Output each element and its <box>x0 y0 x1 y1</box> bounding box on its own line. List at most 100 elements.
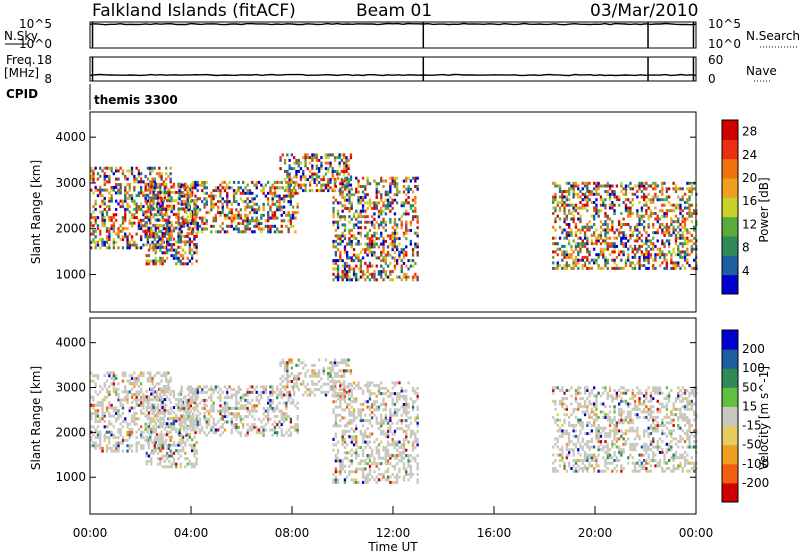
power-cell-1121 <box>260 183 263 187</box>
power-cell-2345 <box>590 225 593 229</box>
power-cell-1960 <box>396 185 399 188</box>
velocity-cell-1713 <box>371 454 374 457</box>
velocity-cell-1773 <box>380 440 383 444</box>
power-cell-894 <box>201 216 204 220</box>
velocity-cell-1466 <box>334 386 337 390</box>
velocity-cell-22 <box>92 374 95 378</box>
power-cell-2051 <box>411 209 415 213</box>
power-cell-59 <box>99 174 102 178</box>
velocity-cell-962 <box>221 417 224 421</box>
velocity-cell-254 <box>133 417 136 421</box>
power-cell-766 <box>191 232 194 236</box>
power-cell-1606 <box>348 198 351 202</box>
power-cell-1497 <box>336 275 340 279</box>
velocity-cell-638 <box>172 443 176 447</box>
power-cell-2107 <box>554 206 557 210</box>
velocity-cell-1667 <box>364 413 367 417</box>
power-cell-436 <box>162 199 165 203</box>
velocity-cell-1289 <box>295 363 298 367</box>
velocity-cell-1334 <box>315 372 318 375</box>
velocity-cell-1577 <box>352 480 356 484</box>
velocity-cell-1834 <box>386 421 390 425</box>
power-cell-1029 <box>237 211 240 215</box>
power-cell-1412 <box>333 189 337 193</box>
velocity-cell-849 <box>192 398 195 402</box>
power-cell-1696 <box>361 248 365 252</box>
power-cell-2250 <box>577 253 580 257</box>
velocity-cell-497 <box>147 422 151 426</box>
power-cell-1458 <box>347 158 350 162</box>
power-cell-1100 <box>255 216 258 220</box>
velocity-cell-1659 <box>364 462 367 466</box>
power-cell-776 <box>191 188 194 192</box>
power-cell-1535 <box>341 264 344 268</box>
velocity-cell-30 <box>94 417 97 421</box>
power-cell-2770 <box>658 217 662 221</box>
power-cell-2330 <box>588 261 591 265</box>
velocity-cell-1887 <box>393 381 397 385</box>
velocity-cell-726 <box>188 443 191 447</box>
velocity-cell-425 <box>162 420 165 423</box>
velocity-cell-1683 <box>366 400 369 404</box>
power-cell-454 <box>167 240 170 244</box>
power-cell-2455 <box>606 214 609 218</box>
power-cell-2234 <box>574 247 578 251</box>
power-cell-2418 <box>602 223 605 226</box>
velocity-cell-1548 <box>348 429 351 433</box>
velocity-cell-1030 <box>239 433 242 437</box>
power-cell-248 <box>130 169 134 173</box>
power-cell-2892 <box>679 250 682 254</box>
power-cell-130 <box>110 188 113 192</box>
velocity-cell-205 <box>124 390 127 394</box>
power-cell-1142 <box>267 200 270 204</box>
velocity-cell-722 <box>186 400 189 404</box>
velocity-cell-1017 <box>235 398 238 402</box>
velocity-cell-1454 <box>334 443 337 447</box>
power-cell-1850 <box>382 237 385 241</box>
power-cell-2815 <box>665 214 668 218</box>
power-cell-1955 <box>396 223 399 227</box>
power-cell-222 <box>126 169 129 173</box>
velocity-cell-1565 <box>350 435 353 439</box>
velocity-cell-993 <box>230 423 233 427</box>
power-cell-795 <box>195 248 198 252</box>
velocity-cell-1164 <box>273 390 277 394</box>
velocity-cell-1794 <box>382 408 385 412</box>
velocity-cell-954 <box>219 404 222 408</box>
velocity-cell-214 <box>126 430 129 434</box>
velocity-cell-1359 <box>329 388 332 392</box>
velocity-cell-836 <box>189 401 192 405</box>
power-cell-2838 <box>670 253 673 257</box>
power-cell-754 <box>188 232 191 236</box>
power-cell-1576 <box>346 272 349 276</box>
power-cell-2608 <box>633 244 637 248</box>
power-cell-1361 <box>315 164 318 168</box>
power-cell-1993 <box>402 212 406 216</box>
power-cell-2419 <box>602 203 605 207</box>
power-cell-1540 <box>341 223 344 227</box>
velocity-cell-1311 <box>306 382 309 386</box>
velocity-cell-791 <box>180 433 183 437</box>
velocity-cell-522 <box>152 441 155 444</box>
power-cell-1829 <box>380 231 383 235</box>
power-cell-69 <box>101 210 104 214</box>
velocity-cell-572 <box>161 446 164 450</box>
velocity-cell-1140 <box>269 404 272 408</box>
velocity-cell-266 <box>135 446 138 450</box>
power-cell-686 <box>177 207 180 211</box>
power-cell-2547 <box>622 192 625 196</box>
power-cell-2048 <box>411 248 415 252</box>
velocity-cell-1807 <box>384 448 387 452</box>
power-cell-2257 <box>577 212 580 215</box>
velocity-cell-850 <box>192 393 195 397</box>
power-cell-1609 <box>348 190 351 194</box>
velocity-cell-1656 <box>364 478 367 482</box>
power-cell-1118 <box>260 216 263 220</box>
power-cell-1641 <box>355 275 358 279</box>
velocity-cell-1426 <box>347 358 350 362</box>
power-cell-102 <box>105 180 109 184</box>
power-cell-1192 <box>278 194 281 198</box>
velocity-cell-1700 <box>368 421 372 425</box>
velocity-cell-1339 <box>318 369 321 373</box>
power-cell-2648 <box>640 250 643 254</box>
